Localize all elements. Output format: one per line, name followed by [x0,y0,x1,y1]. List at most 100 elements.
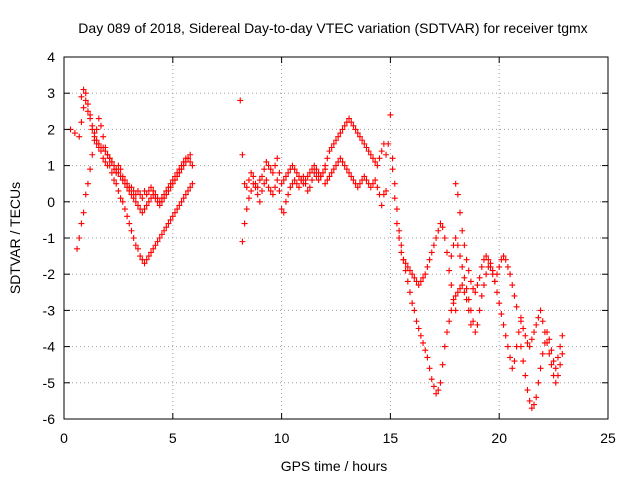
x-tick-label: 25 [600,430,616,446]
data-point [126,187,133,194]
data-point [178,166,185,173]
x-tick-label: 20 [491,430,507,446]
data-point [389,166,396,173]
data-point [350,122,357,129]
data-point [507,354,514,361]
data-point [245,195,252,202]
data-point [550,358,557,365]
data-point [324,155,331,162]
data-point [500,321,507,328]
data-point [324,177,331,184]
data-point [402,260,409,267]
data-point [548,361,555,368]
data-point [237,97,244,104]
data-point [139,209,146,216]
series-track-6 [322,115,390,169]
data-point [494,271,501,278]
data-point [111,177,118,184]
data-point [459,282,466,289]
data-point [89,122,96,129]
data-point [291,166,298,173]
data-point [163,191,170,198]
data-point [272,162,279,169]
data-point [167,184,174,191]
data-point [502,332,509,339]
data-point [269,191,276,198]
data-point [361,140,368,147]
data-point [367,184,374,191]
data-point [287,184,294,191]
data-point [84,180,91,187]
data-point [448,253,455,260]
data-point [459,263,466,270]
data-point [274,177,281,184]
data-point [128,191,135,198]
data-point [285,169,292,176]
data-point [348,119,355,126]
data-point [167,216,174,223]
data-point [437,379,444,386]
data-point [496,300,503,307]
data-point [317,173,324,180]
data-point [145,198,152,205]
data-point [139,195,146,202]
data-point [544,339,551,346]
data-point [150,191,157,198]
data-point [356,133,363,140]
data-point [415,325,422,332]
data-point [339,158,346,165]
data-point [108,158,115,165]
data-point [298,177,305,184]
data-point [328,144,335,151]
data-point [169,180,176,187]
data-point [443,329,450,336]
data-point [311,162,318,169]
data-point [457,285,464,292]
data-point [352,126,359,133]
data-point [84,108,91,115]
data-point [150,245,157,252]
data-point [361,173,368,180]
data-point [180,162,187,169]
data-point [100,144,107,151]
data-point [526,343,533,350]
data-point [417,278,424,285]
data-point [430,242,437,249]
data-point [557,343,564,350]
data-point [478,292,485,299]
data-point [472,329,479,336]
data-point [185,155,192,162]
data-point [274,155,281,162]
data-point [161,195,168,202]
data-point [256,177,263,184]
data-point [126,220,133,227]
data-point [433,390,440,397]
data-point [326,173,333,180]
data-point [515,329,522,336]
data-point [365,148,372,155]
data-point [374,184,381,191]
x-tick-label: 15 [383,430,399,446]
data-point [78,220,85,227]
data-point [115,187,122,194]
data-point [124,213,131,220]
data-point [171,209,178,216]
data-point [391,180,398,187]
data-point [148,249,155,256]
series-track-10 [448,235,524,372]
data-point [450,296,457,303]
data-point [267,187,274,194]
data-point [372,158,379,165]
data-point [476,274,483,281]
data-point [130,195,137,202]
data-point [87,111,94,118]
data-point [256,198,263,205]
data-point [134,187,141,194]
y-tick-label: -5 [43,375,56,391]
data-point [474,282,481,289]
data-point [422,271,429,278]
data-point [293,180,300,187]
data-point [383,187,390,194]
data-point [158,198,165,205]
data-point [465,296,472,303]
